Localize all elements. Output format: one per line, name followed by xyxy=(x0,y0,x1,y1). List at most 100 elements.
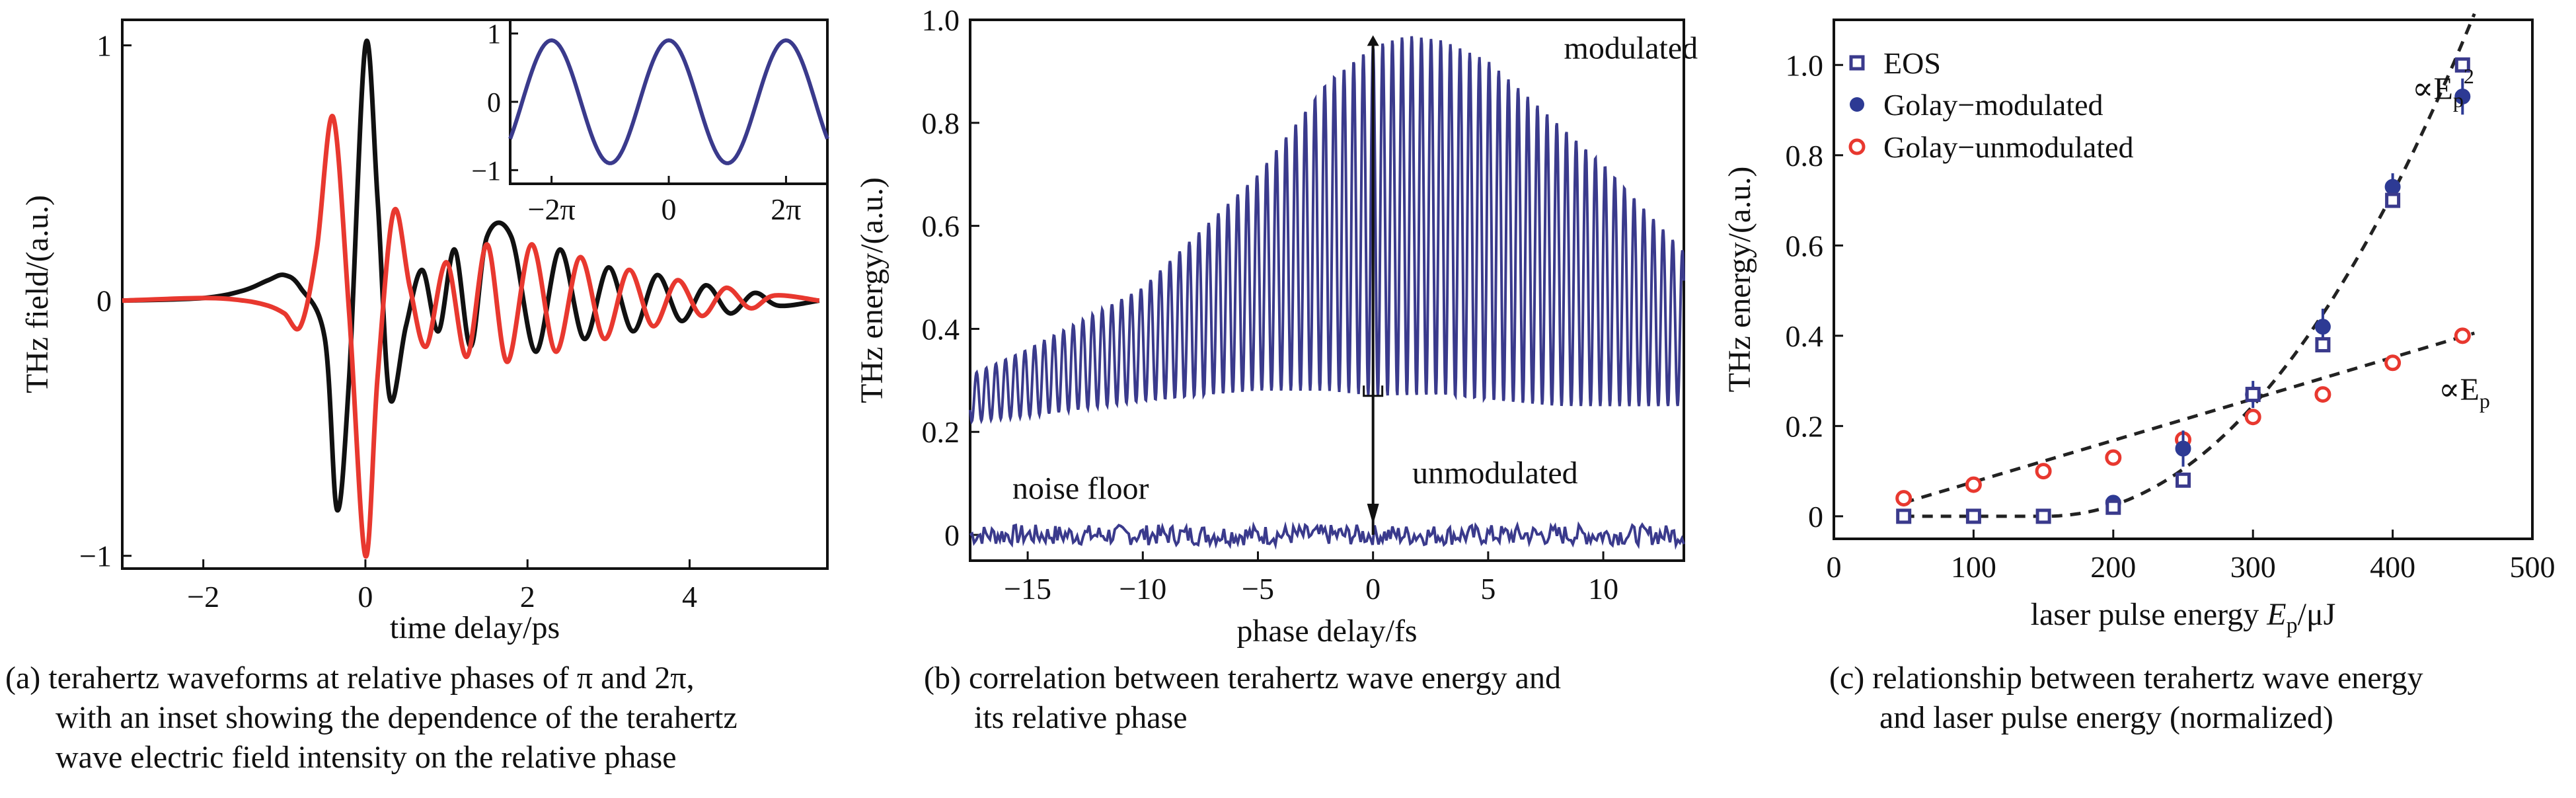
panel-c-xtick-label: 500 xyxy=(2510,550,2556,584)
panel-c-ytick-label: 1.0 xyxy=(1786,48,1824,82)
panel-c-point-golay-unmodulated xyxy=(2454,327,2471,344)
panel-c-ylabel: THz energy/(a.u.) xyxy=(1722,167,1757,393)
caption-a-line-3: wave electric field intensity on the rel… xyxy=(56,740,677,775)
panel-b-ytick-label: 1.0 xyxy=(922,3,960,37)
panel-c-ytick-label: 0.6 xyxy=(1786,229,1824,262)
panel-a-ytick-label: 0 xyxy=(96,284,112,318)
panel-a-inset-ytick-label: 1 xyxy=(487,20,501,50)
panel-c-legend-label: Golay−unmodulated xyxy=(1883,130,2134,164)
caption-a-line-1: (a) terahertz waveforms at relative phas… xyxy=(5,660,695,696)
panel-c-legend-label: EOS xyxy=(1883,46,1941,80)
panel-c-label-linear: ∝Ep xyxy=(2439,372,2490,413)
panel-a-ylabel: THz field/(a.u.) xyxy=(20,195,55,393)
panel-c-fit-linear xyxy=(1903,331,2475,504)
panel-c-xtick-label: 100 xyxy=(1951,550,1996,584)
panel-b-ytick-label: 0.6 xyxy=(922,210,960,243)
panel-a-xtick-label: 0 xyxy=(358,580,373,614)
panel-c-label-quadratic: ∝Ep2 xyxy=(2412,64,2474,112)
panel-b-xtick-label: −5 xyxy=(1242,572,1274,606)
panel-c-point-eos xyxy=(2454,57,2470,73)
panel-c-ytick-label: 0.2 xyxy=(1786,409,1824,443)
caption-c-line-1: (c) relationship between terahertz wave … xyxy=(1829,660,2423,696)
panel-c-point-golay-modulated xyxy=(2384,179,2401,195)
panel-a-inset-ytick-label: 0 xyxy=(487,88,501,118)
panel-c-point-golay-unmodulated xyxy=(2035,463,2052,480)
panel-a-inset-line xyxy=(508,38,829,165)
panel-c-point-golay-unmodulated xyxy=(2105,449,2122,466)
panel-c-point-golay-unmodulated xyxy=(1965,476,1982,493)
panel-c-point-eos xyxy=(1896,508,1912,524)
caption-b-line-1: (b) correlation between terahertz wave e… xyxy=(924,660,1561,696)
caption-b-line-2: its relative phase xyxy=(974,700,1188,735)
panel-c-point-golay-unmodulated xyxy=(2314,386,2331,403)
panel-c-point-eos xyxy=(2176,472,2191,488)
panel-b-xtick-label: 10 xyxy=(1588,572,1618,606)
panel-a-xlabel: time delay/ps xyxy=(390,610,560,645)
panel-a-series-black-line xyxy=(122,38,820,513)
panel-b-plot-frame xyxy=(969,19,1685,562)
panel-c-point-eos xyxy=(2105,499,2121,515)
panel-c-ytick-label: 0 xyxy=(1808,500,1823,534)
panel-b-label-unmodulated: unmodulated xyxy=(1412,456,1578,491)
panel-a-xtick-label: 4 xyxy=(682,580,697,614)
panel-c-point-golay-unmodulated xyxy=(2384,354,2402,372)
panel-b-xtick-label: 5 xyxy=(1480,572,1496,606)
panel-c-ytick-label: 0.8 xyxy=(1786,139,1824,173)
panel-c-xtick-label: 400 xyxy=(2370,550,2415,584)
panel-c-point-golay-modulated xyxy=(2175,440,2191,457)
panel-c-legend-marker-eos xyxy=(1849,55,1865,71)
panel-b-arrow-down xyxy=(1367,503,1379,525)
panel-b-ytick-label: 0.8 xyxy=(922,106,960,140)
panel-c-point-eos xyxy=(2385,192,2401,208)
panel-c-ytick-label: 0.4 xyxy=(1786,319,1824,353)
panel-b-bracket xyxy=(1363,385,1384,397)
panel-b-unmodulated-line xyxy=(969,521,1685,550)
caption-c-line-2: and laser pulse energy (normalized) xyxy=(1879,700,2333,735)
panel-a-inset-xtick-label: 0 xyxy=(662,192,677,226)
panel-b-ytick-label: 0.2 xyxy=(922,415,960,449)
panel-b-label-modulated: modulated xyxy=(1564,30,1698,65)
panel-a-ytick-label: 1 xyxy=(96,29,112,63)
panel-c-point-eos xyxy=(2315,337,2331,352)
panel-c-point-golay-modulated xyxy=(2314,319,2331,335)
panel-c-xlabel: laser pulse energy Ep/μJ xyxy=(2031,597,2336,638)
panel-a-xtick-label: −2 xyxy=(187,580,219,614)
panel-c-point-eos xyxy=(2035,508,2051,524)
panel-a-series-red-line xyxy=(122,114,820,559)
panel-b-xtick-label: −15 xyxy=(1004,572,1051,606)
panel-b-arrow-up xyxy=(1367,35,1379,46)
panel-c-point-golay-modulated xyxy=(2454,89,2471,105)
panel-b-xtick-label: 0 xyxy=(1365,572,1381,606)
panel-a-xtick-label: 2 xyxy=(520,580,535,614)
panel-c-point-eos xyxy=(1965,508,1981,524)
panel-a-ytick-label: −1 xyxy=(79,539,112,573)
panel-a-plot-frame xyxy=(121,19,829,570)
panel-c-legend-marker-golay-modulated xyxy=(1850,97,1864,112)
panel-a-inset-ytick-label: −1 xyxy=(471,156,501,186)
panel-c-xtick-label: 300 xyxy=(2230,550,2276,584)
panel-c-point-golay-unmodulated xyxy=(1895,490,1913,507)
panel-a-inset-xtick-label: 2π xyxy=(771,192,801,226)
panel-b-ytick-label: 0 xyxy=(944,518,960,552)
panel-c-fit-quadratic xyxy=(1903,13,2476,518)
panel-b-modulated-line xyxy=(969,36,1685,425)
panel-c-point-eos xyxy=(2245,387,2261,403)
panel-a-inset-frame xyxy=(509,19,829,185)
panel-a-inset-xtick-label: −2π xyxy=(528,192,576,226)
panel-b-xtick-label: −10 xyxy=(1119,572,1166,606)
panel-b-label-noise-floor: noise floor xyxy=(1012,471,1149,506)
caption-a: (a) terahertz waveforms at relative phas… xyxy=(5,658,738,778)
panel-c-point-golay-unmodulated xyxy=(2244,409,2261,426)
panel-c-xtick-label: 200 xyxy=(2090,550,2136,584)
panel-c-plot-frame xyxy=(1833,19,2534,540)
panel-b-xlabel: phase delay/fs xyxy=(1236,614,1417,649)
panel-c-xtick-label: 0 xyxy=(1827,550,1842,584)
panel-b-ytick-label: 0.4 xyxy=(922,312,960,346)
caption-c: (c) relationship between terahertz wave … xyxy=(1829,658,2423,738)
panel-c-legend-label: Golay−modulated xyxy=(1883,88,2103,122)
panel-c-legend-marker-golay-unmodulated xyxy=(1848,138,1866,155)
caption-a-line-2: with an inset showing the dependence of … xyxy=(56,700,738,735)
caption-b: (b) correlation between terahertz wave e… xyxy=(924,658,1561,738)
panel-b-ylabel: THz energy/(a.u.) xyxy=(854,177,890,403)
